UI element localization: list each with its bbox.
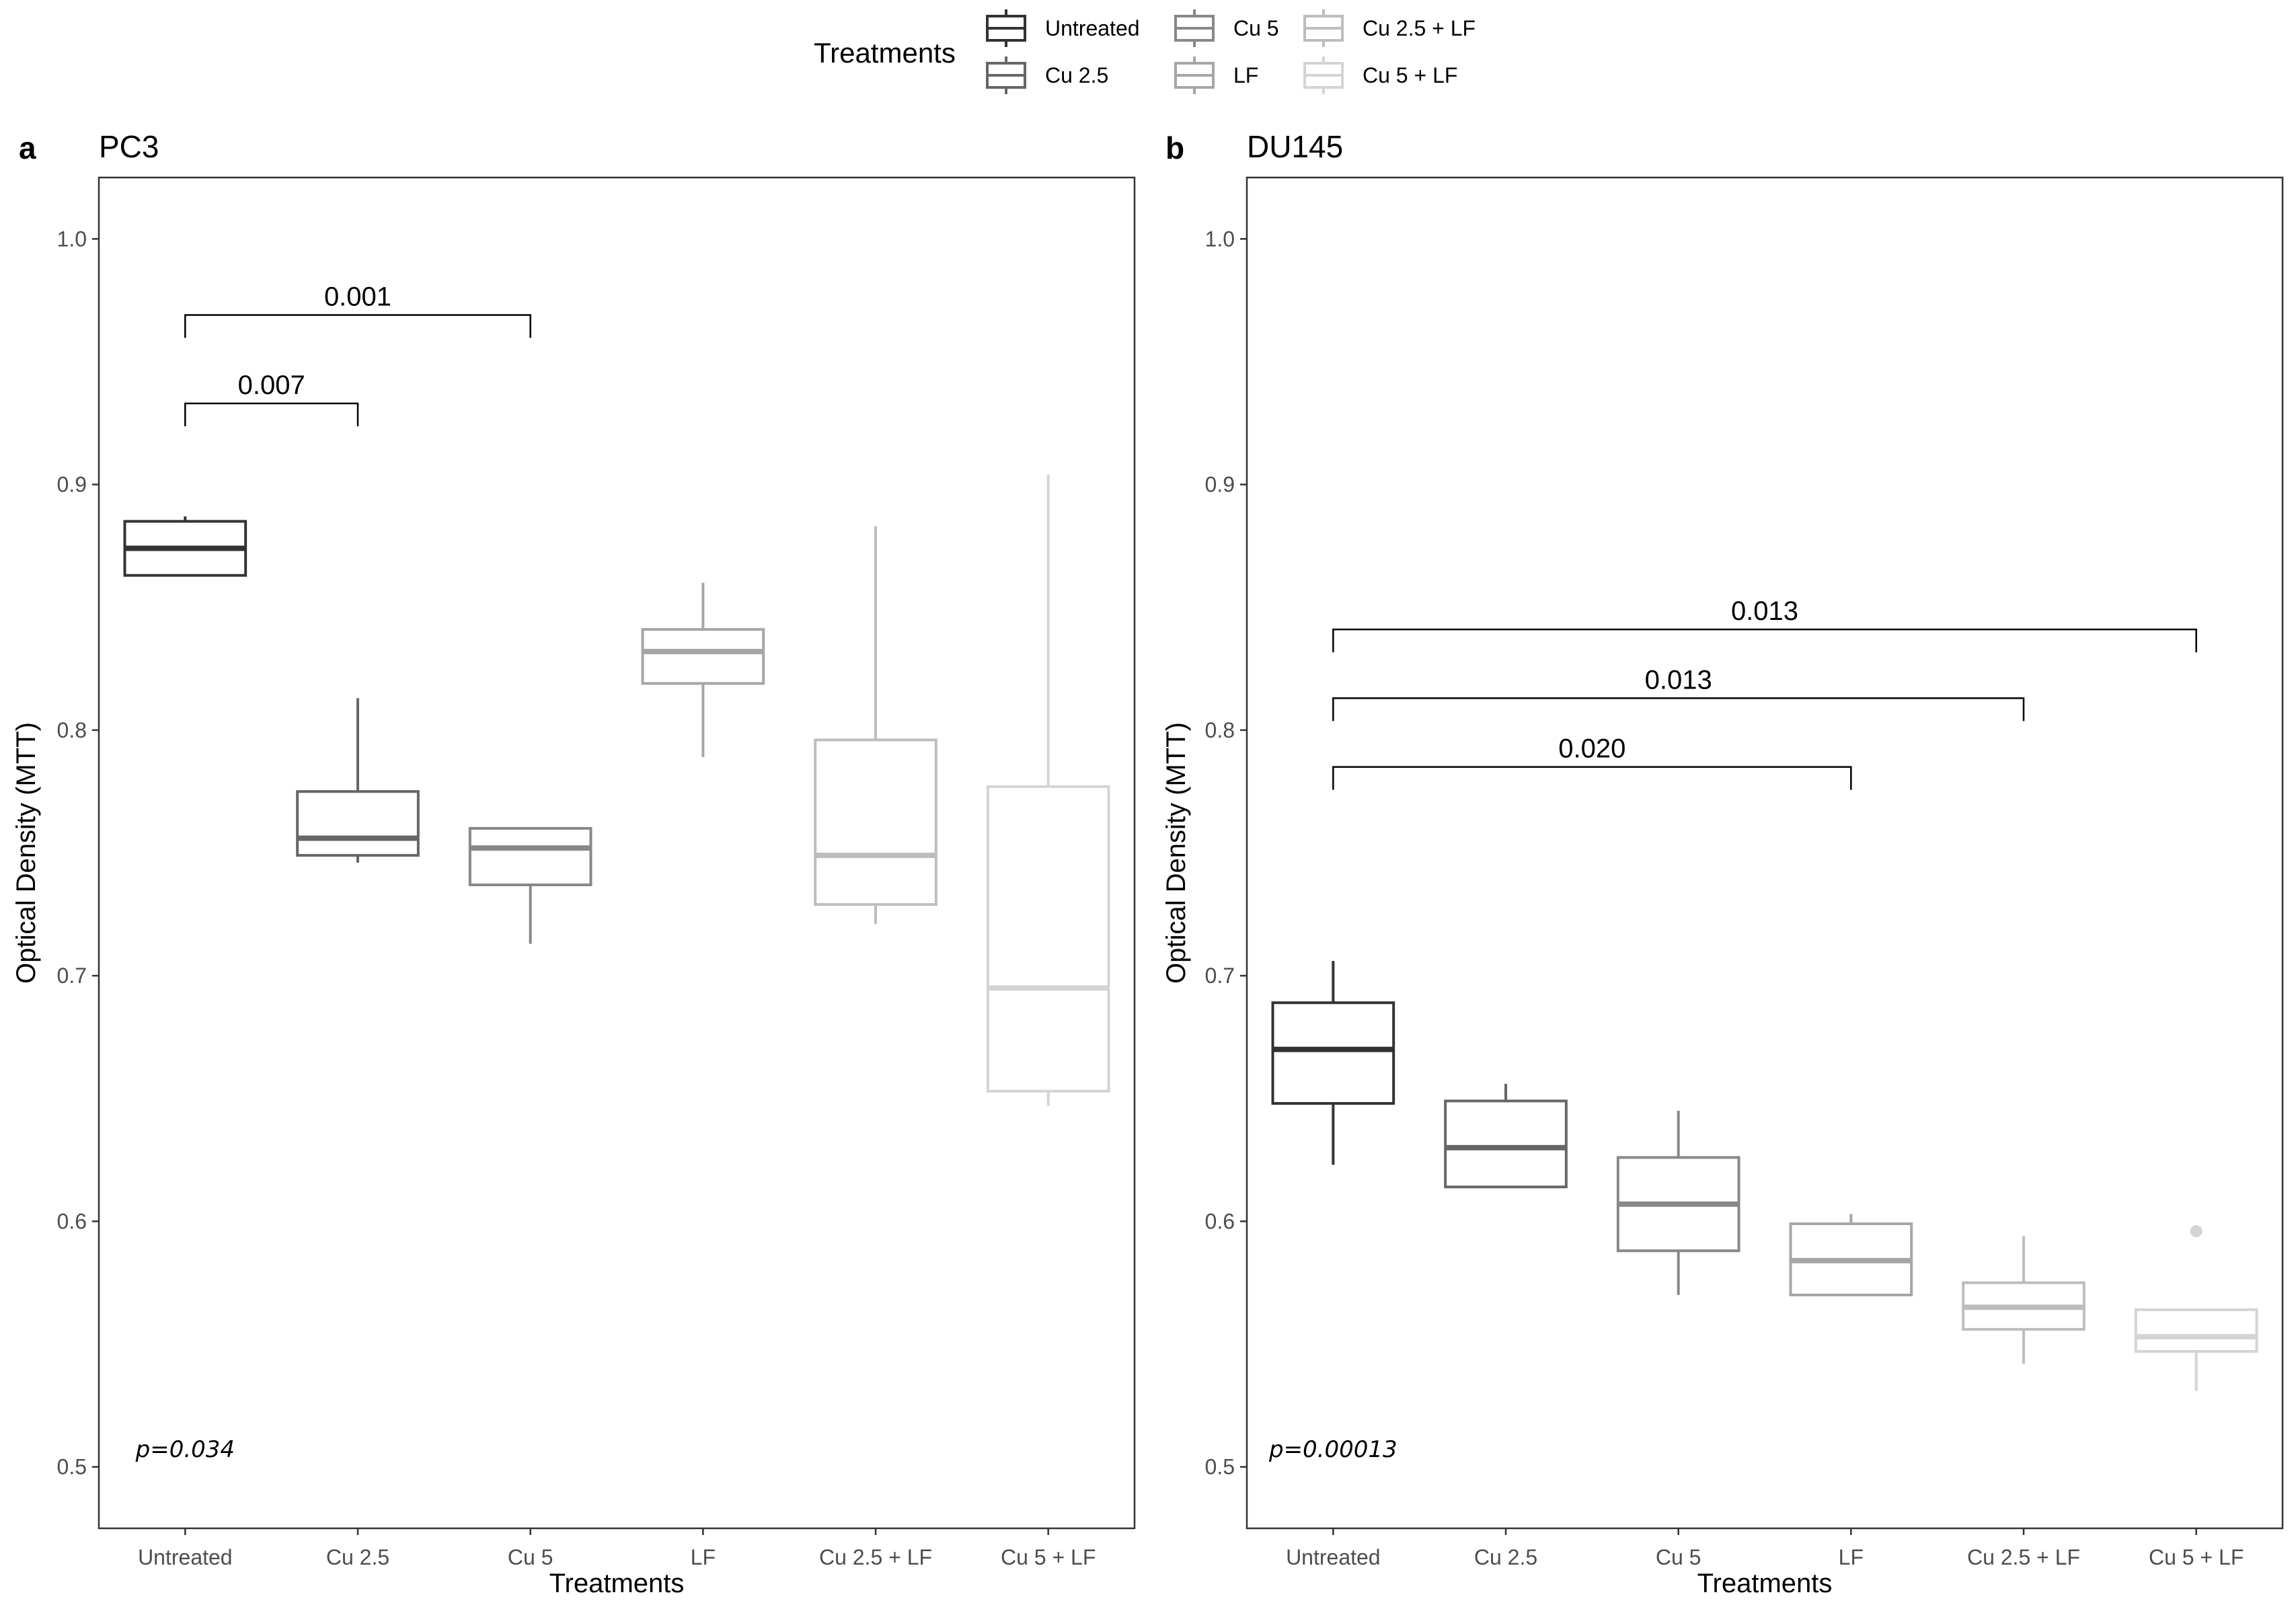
- legend-label: LF: [1233, 63, 1258, 87]
- box-iqr: [1271, 1001, 1395, 1105]
- y-tick-label: 0.8: [1205, 718, 1235, 742]
- y-tick-label: 1.0: [1205, 227, 1235, 251]
- x-tick-label: Cu 2.5: [1474, 1545, 1537, 1569]
- x-tick-label: Cu 2.5: [326, 1545, 389, 1569]
- box-2: [1616, 1111, 1740, 1295]
- panel-title: PC3: [99, 129, 159, 164]
- box-3: [641, 582, 765, 758]
- x-tick-label: Cu 2.5 + LF: [819, 1545, 932, 1569]
- box-1: [296, 698, 420, 863]
- panel-du145: b DU145 0.5 0.6 0.7 0.8 0.9 1.0 Untreated Cu 2.5 C…: [1161, 129, 2284, 1598]
- plot-border: [1246, 176, 2284, 1530]
- x-tick-label: Cu 2.5 + LF: [1967, 1545, 2080, 1569]
- box-3: [1789, 1214, 1913, 1296]
- legend: Treatments Untreated Cu 2.5 Cu 5 LF Cu 2.5 +…: [814, 9, 1476, 94]
- y-tick-label: 1.0: [57, 227, 87, 251]
- bracket-label: 0.013: [1731, 596, 1798, 626]
- box-iqr: [641, 628, 765, 685]
- box-0: [123, 516, 247, 577]
- y-tick-label: 0.5: [1205, 1455, 1235, 1479]
- bracket-label: 0.007: [238, 370, 305, 400]
- box-iqr: [468, 826, 592, 886]
- legend-label: Cu 5: [1233, 16, 1279, 40]
- y-tick-label: 0.9: [57, 473, 87, 497]
- legend-key: [1174, 9, 1215, 47]
- box-iqr: [986, 785, 1110, 1093]
- bracket-line: [1332, 697, 2025, 721]
- legend-key: [986, 9, 1026, 47]
- y-axis-title: Optical Density (MTT): [1161, 722, 1191, 984]
- significance-bracket: 0.020: [1332, 734, 1852, 790]
- bracket-line: [184, 314, 531, 338]
- plot-border: [98, 176, 1136, 1530]
- box-iqr: [2134, 1308, 2258, 1353]
- x-tick-label: LF: [1839, 1545, 1864, 1569]
- y-tick-label: 0.7: [57, 964, 87, 988]
- box-2: [468, 826, 592, 944]
- box-iqr: [296, 790, 420, 857]
- legend-label: Untreated: [1045, 16, 1140, 40]
- y-tick-label: 0.8: [57, 718, 87, 742]
- bracket-line: [184, 402, 359, 427]
- legend-label: Cu 2.5 + LF: [1363, 16, 1476, 40]
- box-4: [814, 526, 937, 925]
- significance-bracket: 0.013: [1332, 596, 2197, 653]
- box-5: [986, 474, 1110, 1106]
- x-tick-label: Cu 5: [1656, 1545, 1701, 1569]
- box-5: [2134, 1225, 2258, 1391]
- legend-title: Treatments: [814, 37, 956, 69]
- y-axis-title: Optical Density (MTT): [11, 722, 41, 984]
- panel-title: DU145: [1247, 129, 1343, 164]
- p-value-annotation: p=0.00013: [1268, 1436, 1398, 1463]
- x-tick-label: Cu 5 + LF: [2149, 1545, 2244, 1569]
- x-axis-title: Treatments: [549, 1569, 685, 1598]
- bracket-label: 0.001: [324, 282, 391, 312]
- bracket-line: [1332, 628, 2197, 653]
- box-iqr: [814, 738, 937, 906]
- y-tick-label: 0.6: [1205, 1209, 1235, 1233]
- legend-label: Cu 5 + LF: [1363, 63, 1457, 87]
- x-tick-label: LF: [691, 1545, 716, 1569]
- box-4: [1962, 1236, 2085, 1364]
- significance-bracket: 0.007: [184, 370, 359, 427]
- significance-bracket: 0.001: [184, 282, 531, 338]
- x-tick-label: Untreated: [1286, 1545, 1381, 1569]
- x-tick-label: Cu 5 + LF: [1001, 1545, 1096, 1569]
- p-value-annotation: p=0.034: [135, 1436, 235, 1463]
- legend-key: [1303, 9, 1344, 47]
- box-0: [1271, 961, 1395, 1165]
- y-tick-label: 0.7: [1205, 964, 1235, 988]
- significance-bracket: 0.013: [1332, 665, 2025, 721]
- legend-label: Cu 2.5: [1045, 63, 1108, 87]
- y-tick-label: 0.5: [57, 1455, 87, 1479]
- panel-pc3: a PC3 0.5 0.6 0.7 0.8 0.9 1.0 Untreated Cu 2.5 Cu …: [11, 129, 1136, 1598]
- y-tick-label: 0.9: [1205, 473, 1235, 497]
- bracket-label: 0.013: [1645, 665, 1712, 695]
- box-iqr: [1444, 1099, 1568, 1189]
- box-1: [1444, 1083, 1568, 1189]
- bracket-label: 0.020: [1558, 734, 1625, 764]
- legend-key: [1174, 56, 1215, 94]
- outlier-point: [2190, 1225, 2203, 1238]
- panel-letter: b: [1165, 130, 1184, 165]
- panel-letter: a: [19, 130, 36, 165]
- legend-key: [1303, 56, 1344, 94]
- x-tick-label: Cu 5: [508, 1545, 553, 1569]
- x-tick-label: Untreated: [138, 1545, 233, 1569]
- y-tick-label: 0.6: [57, 1209, 87, 1233]
- x-axis-title: Treatments: [1697, 1569, 1833, 1598]
- bracket-line: [1332, 766, 1852, 790]
- legend-key: [986, 56, 1026, 94]
